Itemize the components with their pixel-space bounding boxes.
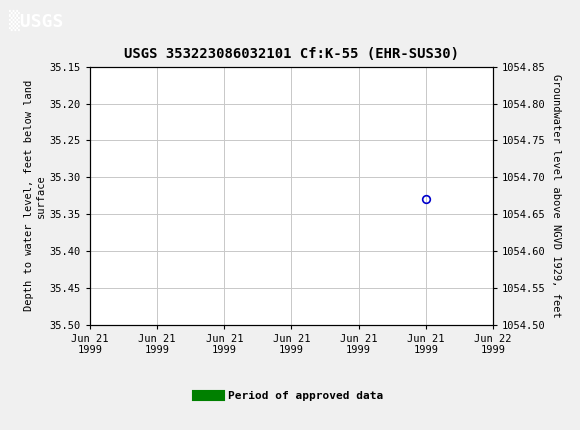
- Y-axis label: Groundwater level above NGVD 1929, feet: Groundwater level above NGVD 1929, feet: [552, 74, 561, 317]
- Text: ▒USGS: ▒USGS: [9, 10, 63, 31]
- Y-axis label: Depth to water level, feet below land
surface: Depth to water level, feet below land su…: [24, 80, 45, 311]
- Legend: Period of approved data: Period of approved data: [193, 386, 387, 405]
- Title: USGS 353223086032101 Cf:K-55 (EHR-SUS30): USGS 353223086032101 Cf:K-55 (EHR-SUS30): [124, 47, 459, 61]
